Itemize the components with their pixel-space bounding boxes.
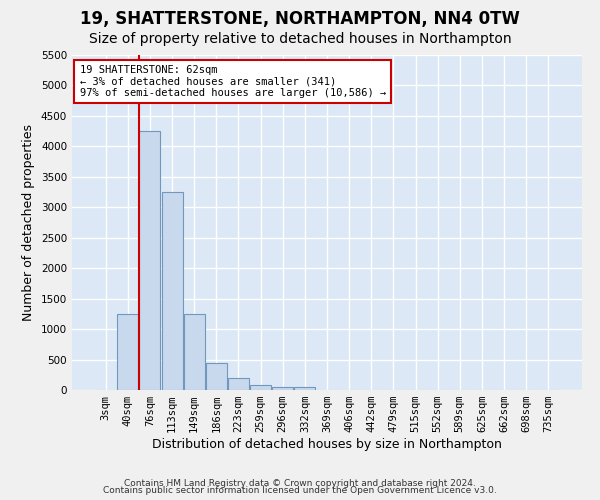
Bar	[184, 314, 205, 390]
Bar	[295, 387, 316, 390]
Text: Size of property relative to detached houses in Northampton: Size of property relative to detached ho…	[89, 32, 511, 46]
Text: Contains public sector information licensed under the Open Government Licence v3: Contains public sector information licen…	[103, 486, 497, 495]
Y-axis label: Number of detached properties: Number of detached properties	[22, 124, 35, 321]
Bar	[161, 192, 182, 390]
Bar	[272, 387, 293, 390]
Bar	[118, 314, 139, 390]
Text: Contains HM Land Registry data © Crown copyright and database right 2024.: Contains HM Land Registry data © Crown c…	[124, 478, 476, 488]
Bar	[250, 386, 271, 390]
Bar	[228, 378, 249, 390]
X-axis label: Distribution of detached houses by size in Northampton: Distribution of detached houses by size …	[152, 438, 502, 451]
Bar	[139, 131, 160, 390]
Text: 19, SHATTERSTONE, NORTHAMPTON, NN4 0TW: 19, SHATTERSTONE, NORTHAMPTON, NN4 0TW	[80, 10, 520, 28]
Bar	[206, 362, 227, 390]
Text: 19 SHATTERSTONE: 62sqm
← 3% of detached houses are smaller (341)
97% of semi-det: 19 SHATTERSTONE: 62sqm ← 3% of detached …	[80, 65, 386, 98]
